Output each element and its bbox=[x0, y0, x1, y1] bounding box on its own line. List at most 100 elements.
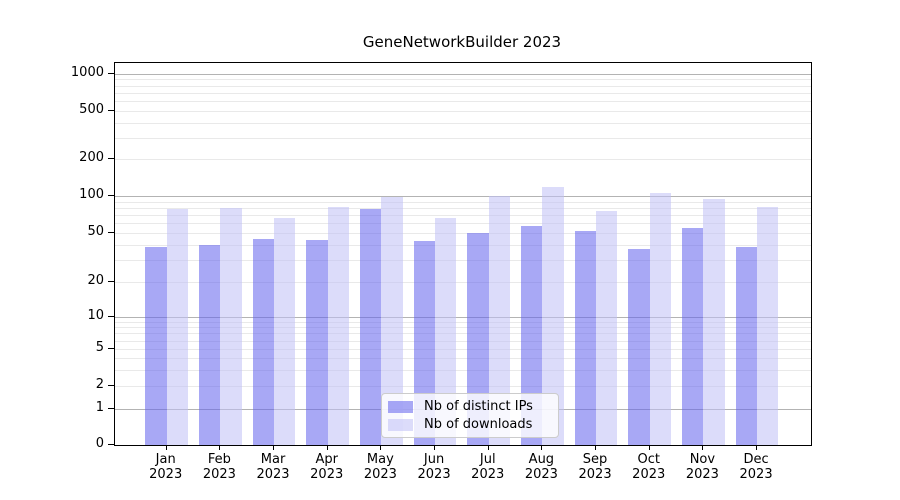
y-tick-label: 2 bbox=[95, 377, 104, 393]
bar-downloads-nov bbox=[703, 198, 725, 445]
minor-gridline bbox=[115, 282, 811, 283]
x-tick-label: Feb 2023 bbox=[187, 452, 251, 482]
legend-item-downloads: Nb of downloads bbox=[388, 417, 550, 432]
bar-downloads-apr bbox=[327, 206, 349, 445]
x-tick-mark bbox=[165, 445, 167, 450]
x-tick-label: Aug 2023 bbox=[509, 452, 573, 482]
x-tick-month: Aug bbox=[528, 452, 555, 467]
chart-title: GeneNetworkBuilder 2023 bbox=[362, 33, 562, 51]
y-tick-mark bbox=[108, 348, 114, 350]
y-tick-label: 100 bbox=[79, 187, 104, 202]
x-tick-year: 2023 bbox=[632, 467, 666, 482]
bar-distinct-ips-feb bbox=[199, 245, 221, 445]
bar-distinct-ips-oct bbox=[628, 249, 650, 445]
y-tick-mark bbox=[108, 385, 114, 387]
x-tick-year: 2023 bbox=[685, 467, 719, 482]
minor-gridline bbox=[115, 137, 811, 139]
minor-gridline bbox=[115, 233, 811, 235]
bar-downloads-may bbox=[381, 197, 403, 445]
minor-gridline bbox=[115, 111, 811, 112]
minor-gridline bbox=[115, 349, 811, 351]
x-tick-month: Jul bbox=[479, 452, 496, 467]
y-tick-mark bbox=[108, 281, 114, 282]
y-tick-mark bbox=[108, 408, 114, 410]
bar-downloads-jan bbox=[166, 209, 188, 445]
x-tick-mark bbox=[702, 445, 704, 450]
x-tick-mark bbox=[273, 445, 275, 450]
x-tick-label: Sep 2023 bbox=[563, 452, 627, 482]
y-tick-label: 5 bbox=[95, 340, 104, 356]
legend-label-downloads: Nb of downloads bbox=[424, 417, 533, 432]
y-tick-mark bbox=[108, 444, 114, 445]
x-tick-year: 2023 bbox=[310, 467, 344, 482]
y-tick-label: 200 bbox=[79, 150, 104, 166]
minor-gridline bbox=[115, 215, 811, 217]
x-tick-year: 2023 bbox=[739, 467, 773, 482]
x-tick-month: Jan bbox=[155, 452, 176, 467]
minor-gridline bbox=[115, 333, 811, 335]
y-tick-label: 500 bbox=[79, 102, 104, 117]
minor-gridline bbox=[115, 79, 811, 81]
y-tick-mark bbox=[108, 72, 114, 74]
x-tick-month: Feb bbox=[207, 452, 231, 467]
y-tick-mark bbox=[108, 195, 114, 196]
plot-area bbox=[114, 62, 812, 446]
bar-downloads-jul bbox=[488, 196, 511, 445]
bar-distinct-ips-mar bbox=[252, 238, 275, 445]
x-tick-year: 2023 bbox=[256, 467, 290, 482]
minor-gridline bbox=[115, 260, 811, 262]
minor-gridline bbox=[115, 321, 811, 323]
minor-gridline bbox=[115, 386, 811, 388]
y-tick-label: 1 bbox=[95, 400, 104, 416]
x-tick-label: Mar 2023 bbox=[241, 452, 305, 482]
minor-gridline bbox=[115, 208, 811, 209]
x-tick-label: Nov 2023 bbox=[670, 452, 734, 482]
y-tick-label: 1000 bbox=[70, 64, 104, 80]
x-tick-label: Jun 2023 bbox=[402, 452, 466, 482]
minor-gridline bbox=[115, 245, 811, 247]
x-tick-mark bbox=[756, 445, 758, 450]
y-tick-mark bbox=[108, 315, 114, 317]
y-tick-label: 20 bbox=[87, 273, 104, 288]
x-tick-month: Jun bbox=[423, 452, 445, 467]
minor-gridline bbox=[115, 92, 811, 94]
legend-label-distinct-ips: Nb of distinct IPs bbox=[424, 399, 533, 414]
minor-gridline bbox=[115, 369, 811, 371]
bar-downloads-jun bbox=[435, 218, 457, 445]
x-tick-mark bbox=[434, 445, 436, 450]
x-tick-month: Oct bbox=[637, 452, 660, 467]
bar-distinct-ips-jan bbox=[145, 246, 167, 445]
x-tick-year: 2023 bbox=[202, 467, 236, 482]
minor-gridline bbox=[115, 101, 811, 103]
bar-downloads-dec bbox=[757, 206, 779, 445]
minor-gridline bbox=[115, 159, 811, 161]
x-tick-month: Nov bbox=[689, 452, 716, 467]
bar-downloads-feb bbox=[220, 208, 242, 445]
bar-distinct-ips-sep bbox=[574, 231, 597, 445]
x-tick-label: Jul 2023 bbox=[456, 452, 520, 482]
bar-downloads-aug bbox=[542, 186, 564, 445]
x-tick-mark bbox=[541, 445, 543, 450]
minor-gridline bbox=[115, 358, 811, 360]
x-tick-year: 2023 bbox=[578, 467, 612, 482]
y-tick-label: 0 bbox=[95, 436, 104, 451]
major-gridline bbox=[115, 73, 811, 75]
legend: Nb of distinct IPs Nb of downloads bbox=[381, 393, 559, 438]
y-tick-mark bbox=[108, 232, 114, 234]
x-tick-year: 2023 bbox=[149, 467, 183, 482]
legend-swatch-distinct-ips-icon bbox=[388, 400, 413, 413]
x-tick-label: May 2023 bbox=[348, 452, 412, 482]
x-tick-month: Apr bbox=[315, 452, 338, 467]
minor-gridline bbox=[115, 122, 811, 124]
major-gridline bbox=[115, 196, 811, 197]
x-tick-month: Mar bbox=[260, 452, 286, 467]
minor-gridline bbox=[115, 85, 811, 87]
legend-item-distinct-ips: Nb of distinct IPs bbox=[388, 399, 550, 414]
x-tick-label: Jan 2023 bbox=[134, 452, 198, 482]
bar-distinct-ips-aug bbox=[521, 226, 543, 445]
x-tick-year: 2023 bbox=[363, 467, 397, 482]
y-tick-label: 50 bbox=[87, 224, 104, 240]
x-tick-year: 2023 bbox=[524, 467, 558, 482]
bar-distinct-ips-dec bbox=[735, 246, 758, 445]
x-tick-label: Apr 2023 bbox=[295, 452, 359, 482]
